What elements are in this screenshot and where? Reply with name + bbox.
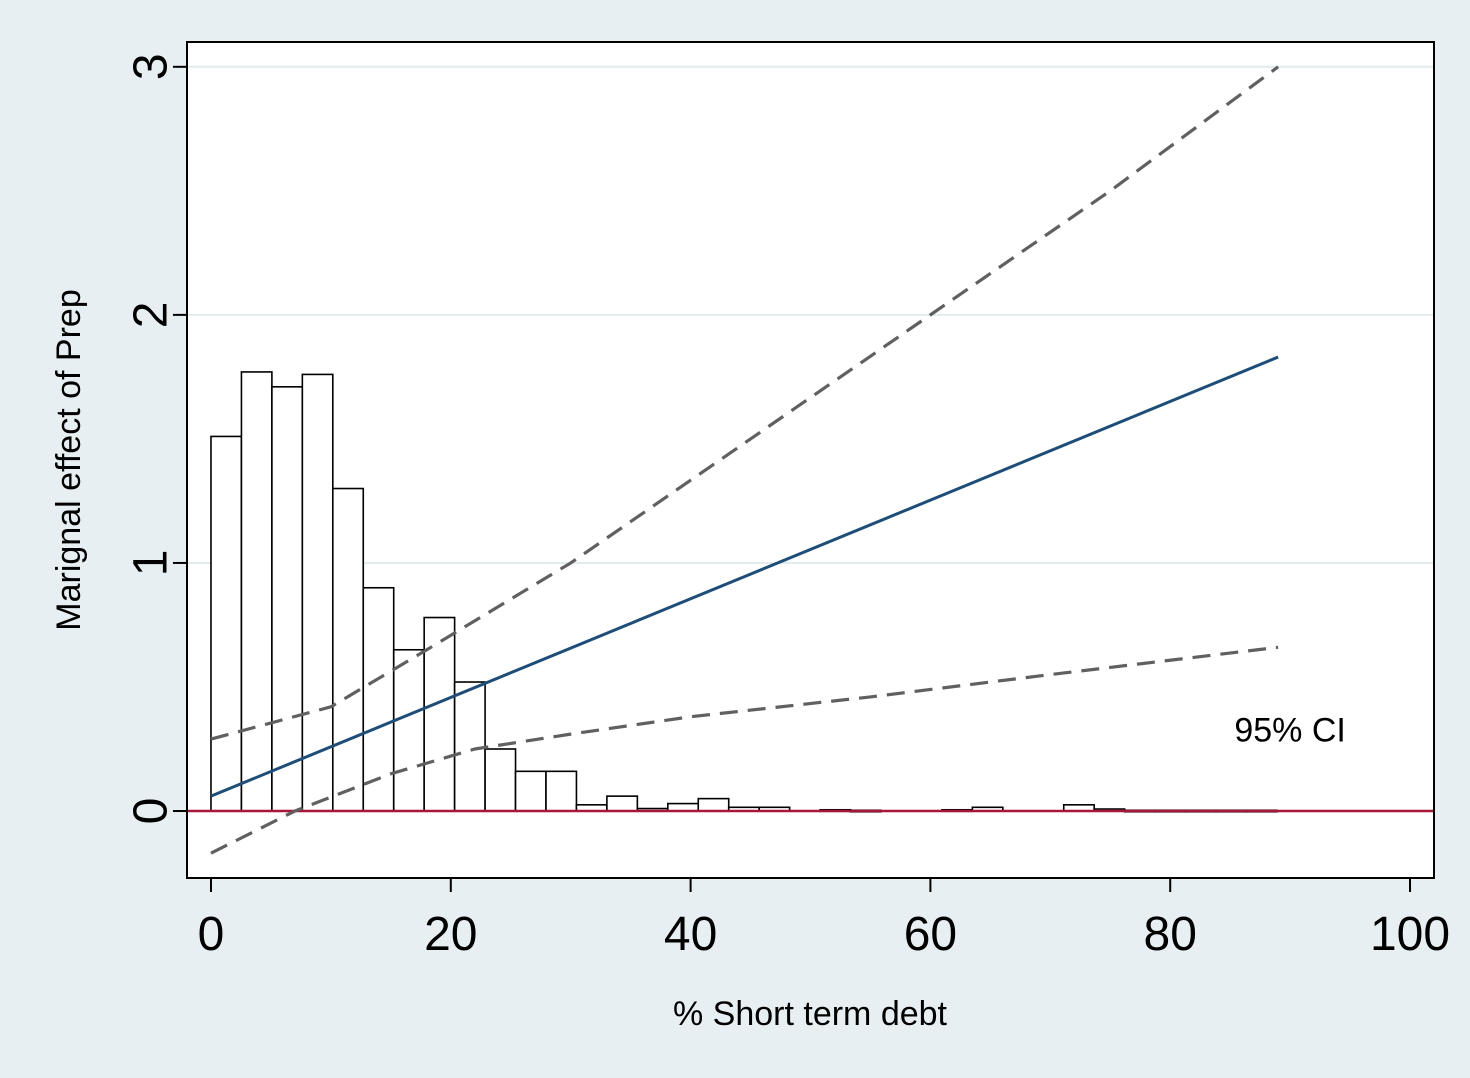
histogram-bar <box>606 795 639 812</box>
ci-annotation: 95% CI <box>1234 712 1346 750</box>
histogram-bar <box>545 770 578 812</box>
x-tick-label: 0 <box>198 908 225 961</box>
x-tick-label: 80 <box>1144 908 1197 961</box>
series-lines <box>187 65 1434 855</box>
marginal-effect-line <box>210 355 1279 798</box>
x-tick-label: 40 <box>664 908 717 961</box>
y-tick-label: 2 <box>125 302 178 329</box>
histogram-bar <box>392 648 425 812</box>
axes: 0 20 40 60 80 100 0 1 2 3 <box>125 53 1451 961</box>
x-tick-label: 60 <box>904 908 957 961</box>
histogram-bar <box>301 373 334 812</box>
histogram-bar <box>271 386 304 812</box>
x-tick-label: 20 <box>424 908 477 961</box>
ci-upper-line <box>210 65 1280 741</box>
y-tick-label: 1 <box>125 550 178 577</box>
y-axis-label: Marignal effect of Prep <box>50 289 88 630</box>
x-tick-label: 100 <box>1370 908 1450 961</box>
histogram-bars <box>210 371 1278 813</box>
histogram-bar <box>240 371 273 812</box>
histogram-bar <box>210 435 243 812</box>
grid-lines <box>187 65 1434 564</box>
histogram-bar <box>697 797 730 812</box>
histogram-bar <box>514 770 547 812</box>
plot-frame <box>186 41 1435 879</box>
histogram-bar <box>362 586 395 812</box>
histogram-bar <box>484 748 517 812</box>
ci-lower-line <box>210 645 1279 855</box>
x-axis-label: % Short term debt <box>673 995 948 1033</box>
histogram-bar <box>332 487 365 812</box>
histogram-bar <box>423 616 456 812</box>
y-tick-label: 3 <box>125 53 178 80</box>
y-tick-label: 0 <box>125 798 178 825</box>
